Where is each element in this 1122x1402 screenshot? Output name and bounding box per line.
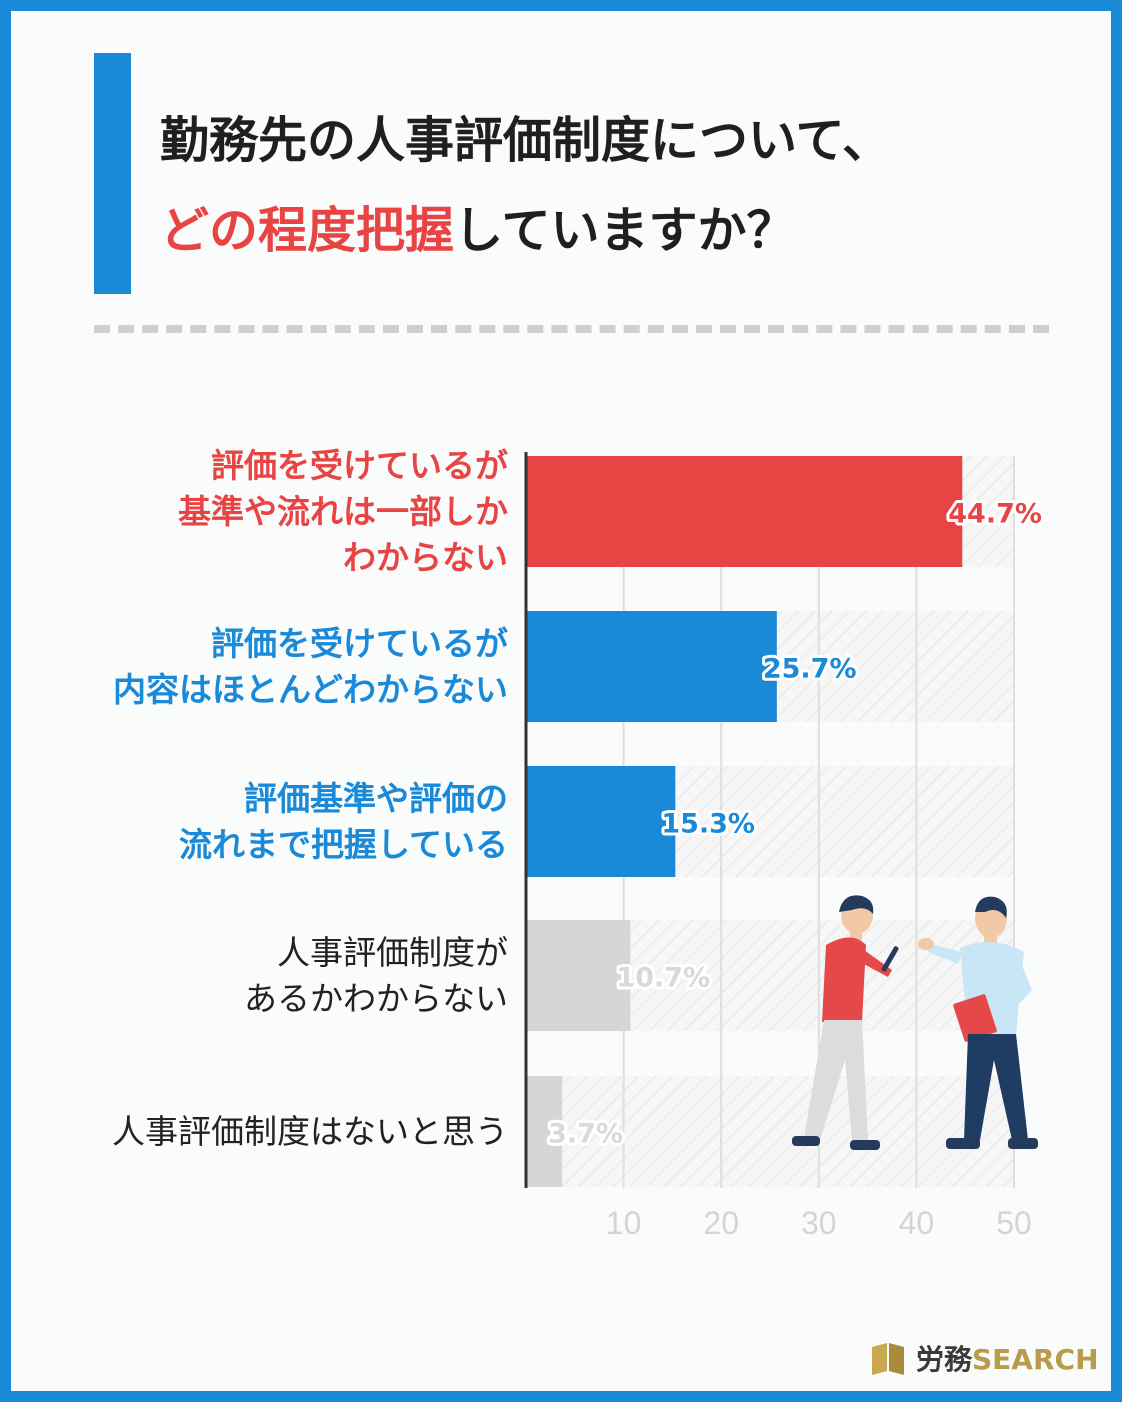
bar [526,456,963,567]
bar-value-label: 44.7% [948,499,1042,530]
person-blue-shirt-icon [918,896,1038,1149]
title-accent-bar [94,53,131,294]
x-tick-label: 10 [606,1205,642,1241]
logo-text-part1: 労務 [916,1343,973,1376]
logo-text-part2: SEARCH [972,1343,1099,1376]
bar-value-label: 3.7% [548,1119,623,1150]
bar-value-label: 15.3% [661,809,755,840]
x-tick-label: 30 [801,1205,837,1241]
row-background [526,1076,1014,1187]
category-label: 評価を受けているが 基準や流れは一部しか わからない [178,445,508,577]
logo-text: 労務SEARCH [916,1338,1099,1378]
logo: 労務SEARCH [870,1338,1099,1378]
bar [526,611,777,722]
title-rest-text: していますか？ [454,202,796,259]
title-accent-text: どの程度把握 [160,202,455,259]
bar-value-label: 10.7% [616,963,710,994]
category-label: 評価を受けているが 内容はほとんどわからない [112,623,508,709]
book-logo-icon [872,1343,904,1375]
bar-value-label: 25.7% [763,654,857,685]
two-people-discussing-icon [792,895,1038,1150]
page-title: 勤務先の人事評価制度について、 どの程度把握していますか？ [160,96,891,276]
category-label: 人事評価制度が あるかわからない [244,932,508,1018]
dashed-divider [94,325,1049,333]
bar [526,1076,563,1187]
title-line-2: どの程度把握していますか？ [160,186,891,276]
bar [526,766,676,877]
category-label: 人事評価制度はないと思う [112,1111,508,1151]
x-tick-label: 20 [703,1205,739,1241]
x-tick-label: 50 [996,1205,1032,1241]
person-red-shirt-icon [792,895,899,1150]
bar [526,920,631,1031]
title-line-1: 勤務先の人事評価制度について、 [160,112,892,169]
x-tick-label: 40 [899,1205,935,1241]
category-label: 評価基準や評価の 流れまで把握している [178,778,508,864]
